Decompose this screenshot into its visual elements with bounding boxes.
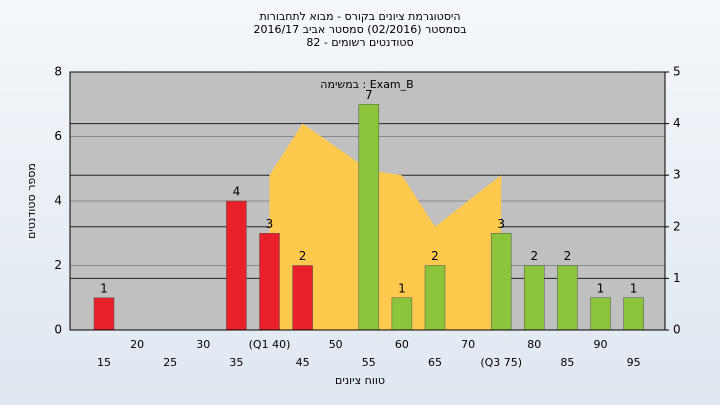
x-tick-label: (Q1 40) [249, 338, 291, 351]
y-tick-label: 6 [54, 129, 62, 143]
bar [623, 297, 644, 331]
x-tick-label: 20 [130, 338, 144, 351]
y-tick-label: 0 [54, 323, 62, 337]
x-tick-label: 90 [594, 338, 608, 351]
data-label: 2 [431, 249, 439, 263]
x-tick-label: 65 [428, 356, 442, 369]
x-tick-label: 85 [560, 356, 574, 369]
x-tick-label: 60 [395, 338, 409, 351]
title-line: 82 - סטודנטים רשומים [306, 36, 413, 49]
bar [358, 104, 380, 331]
y-tick-label: 2 [54, 258, 62, 272]
x-tick-label: 30 [196, 338, 210, 351]
bar [391, 297, 413, 331]
y2-tick-label: 5 [673, 65, 681, 79]
y-axis-label: מספר סטודנטים [25, 163, 38, 239]
x-tick-label: 70 [461, 338, 475, 351]
plot-frame [69, 71, 666, 331]
x-tick-label: 55 [362, 356, 376, 369]
bar [259, 233, 280, 331]
bar [93, 297, 115, 331]
data-label: 7 [365, 88, 373, 102]
y2-tick-label: 0 [673, 323, 681, 337]
bar [292, 265, 313, 331]
data-label: 1 [630, 281, 638, 295]
x-tick-label: (Q3 75) [480, 356, 522, 369]
data-label: 1 [398, 281, 406, 295]
bar [524, 265, 545, 331]
y2-tick-label: 4 [673, 116, 681, 130]
y-tick-label: 8 [54, 65, 62, 79]
y2-tick-label: 2 [673, 219, 681, 233]
x-tick-label: 35 [229, 356, 243, 369]
bar [490, 233, 512, 331]
y-tick-label: 4 [54, 194, 62, 208]
bar [557, 265, 578, 331]
data-label: 2 [564, 249, 572, 263]
bar [424, 265, 446, 331]
x-axis-label: טווח ציונים [335, 374, 385, 387]
data-label: 4 [233, 185, 241, 199]
x-tick-label: 15 [97, 356, 111, 369]
data-label: 2 [299, 249, 307, 263]
y2-tick-label: 1 [673, 271, 681, 285]
x-tick-label: 50 [329, 338, 343, 351]
x-tick-label: 95 [627, 356, 641, 369]
data-label: 1 [100, 281, 108, 295]
legend-label: Exam_B : במשימה [320, 78, 413, 91]
data-label: 1 [597, 281, 605, 295]
bar [226, 200, 247, 331]
bar [590, 297, 611, 331]
data-label: 2 [530, 249, 538, 263]
data-label: 3 [497, 217, 505, 231]
x-tick-label: 45 [296, 356, 310, 369]
data-label: 3 [266, 217, 274, 231]
x-tick-label: 25 [163, 356, 177, 369]
x-tick-label: 80 [527, 338, 541, 351]
title-line: היסטוגרמת ציונים בקורס - מבוא לתחבורות [259, 10, 460, 23]
title-line: בסמסטר (02/2016) סמסטר אביב 2016/17 [253, 23, 466, 36]
y2-tick-label: 3 [673, 168, 681, 182]
